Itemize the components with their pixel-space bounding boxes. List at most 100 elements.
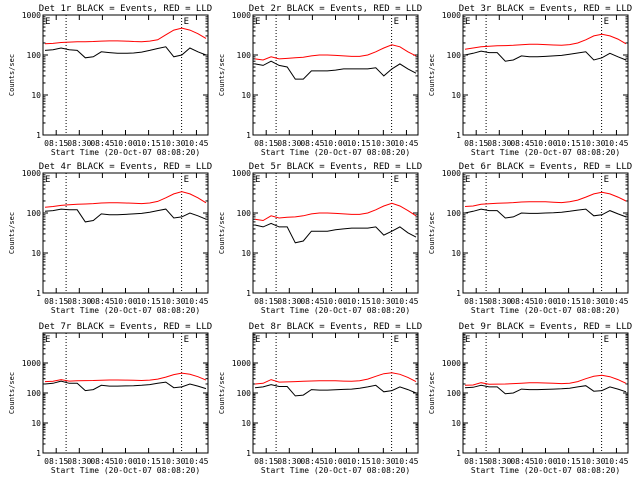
plot-frame bbox=[42, 332, 209, 454]
y-tick-label: 100 bbox=[27, 51, 42, 60]
x-axis-label: Start Time (20-Oct-07 08:08:20) bbox=[51, 466, 200, 475]
x-tick-label: 10:15 bbox=[557, 457, 581, 466]
lld-series-line bbox=[254, 44, 417, 61]
event-marker-label: E bbox=[604, 175, 609, 185]
x-tick-label: 08:30 bbox=[67, 457, 91, 466]
event-marker-label: E bbox=[394, 17, 399, 27]
x-tick-label: 08:15 bbox=[464, 457, 488, 466]
event-marker-label: E bbox=[184, 175, 189, 185]
x-tick-label: 10:30 bbox=[161, 139, 185, 148]
y-axis-label: Counts/sec bbox=[428, 372, 436, 414]
event-marker-label: E bbox=[465, 17, 470, 27]
x-tick-label: 10:45 bbox=[184, 139, 208, 148]
x-tick-label: 10:45 bbox=[394, 457, 418, 466]
event-marker-label: E bbox=[184, 335, 189, 345]
event-marker-label: E bbox=[465, 175, 470, 185]
lld-series-line bbox=[254, 372, 417, 385]
x-tick-label: 08:45 bbox=[300, 297, 324, 306]
chart-title: Det 6r BLACK = Events, RED = LLD bbox=[459, 162, 632, 172]
x-tick-label: 08:15 bbox=[464, 297, 488, 306]
chart-title: Det 2r BLACK = Events, RED = LLD bbox=[249, 4, 422, 14]
y-tick-label: 1000 bbox=[442, 11, 461, 20]
y-axis-label: Counts/sec bbox=[218, 54, 226, 96]
x-tick-label: 10:30 bbox=[581, 139, 605, 148]
x-tick-label: 10:15 bbox=[347, 457, 371, 466]
x-tick-label: 10:15 bbox=[137, 457, 161, 466]
y-tick-label: 1 bbox=[456, 289, 461, 298]
x-tick-label: 10:30 bbox=[371, 297, 395, 306]
lld-series-line bbox=[44, 27, 207, 45]
y-axis-label: Counts/sec bbox=[428, 212, 436, 254]
lld-series-line bbox=[254, 202, 417, 222]
x-tick-label: 08:15 bbox=[254, 457, 278, 466]
x-tick-label: 10:30 bbox=[161, 457, 185, 466]
events-series-line bbox=[464, 384, 627, 395]
y-tick-label: 10 bbox=[451, 419, 461, 428]
x-tick-label: 10:00 bbox=[113, 139, 137, 148]
x-tick-label: 08:30 bbox=[277, 457, 301, 466]
x-tick-label: 10:45 bbox=[184, 297, 208, 306]
y-tick-label: 10 bbox=[31, 419, 41, 428]
y-tick-label: 100 bbox=[237, 209, 252, 218]
x-tick-label: 10:15 bbox=[137, 297, 161, 306]
x-tick-label: 08:15 bbox=[254, 297, 278, 306]
y-tick-label: 1000 bbox=[442, 169, 461, 178]
events-series-line bbox=[254, 60, 417, 80]
y-tick-label: 10 bbox=[241, 91, 251, 100]
y-tick-label: 100 bbox=[447, 209, 462, 218]
x-tick-label: 08:45 bbox=[300, 139, 324, 148]
x-tick-label: 08:45 bbox=[300, 457, 324, 466]
x-axis-label: Start Time (20-Oct-07 08:08:20) bbox=[261, 148, 410, 157]
x-tick-label: 10:00 bbox=[533, 139, 557, 148]
x-tick-label: 08:45 bbox=[510, 297, 534, 306]
chart-title: Det 9r BLACK = Events, RED = LLD bbox=[459, 322, 632, 332]
x-tick-label: 10:30 bbox=[581, 297, 605, 306]
plot-frame bbox=[462, 172, 629, 294]
event-marker-label: E bbox=[255, 175, 260, 185]
event-marker-label: E bbox=[394, 335, 399, 345]
x-tick-label: 08:15 bbox=[44, 457, 68, 466]
chart-title: Det 4r BLACK = Events, RED = LLD bbox=[39, 162, 212, 172]
x-axis-label: Start Time (20-Oct-07 08:08:20) bbox=[471, 148, 620, 157]
x-tick-label: 08:45 bbox=[510, 139, 534, 148]
y-axis-label: Counts/sec bbox=[218, 212, 226, 254]
x-tick-label: 10:00 bbox=[533, 297, 557, 306]
x-tick-label: 10:30 bbox=[161, 297, 185, 306]
y-tick-label: 10 bbox=[451, 91, 461, 100]
event-marker-label: E bbox=[255, 335, 260, 345]
y-axis-label: Counts/sec bbox=[8, 372, 16, 414]
x-tick-label: 08:30 bbox=[487, 457, 511, 466]
x-tick-label: 08:30 bbox=[277, 297, 301, 306]
plot-frame bbox=[252, 172, 419, 294]
x-axis-label: Start Time (20-Oct-07 08:08:20) bbox=[471, 306, 620, 315]
x-tick-label: 10:30 bbox=[371, 139, 395, 148]
x-tick-label: 08:45 bbox=[90, 297, 114, 306]
x-axis-label: Start Time (20-Oct-07 08:08:20) bbox=[51, 306, 200, 315]
x-tick-label: 10:15 bbox=[137, 139, 161, 148]
x-tick-label: 10:45 bbox=[604, 457, 628, 466]
y-tick-label: 1 bbox=[456, 449, 461, 458]
event-marker-label: E bbox=[394, 175, 399, 185]
events-series-line bbox=[464, 50, 627, 62]
x-tick-label: 08:30 bbox=[67, 297, 91, 306]
x-tick-label: 10:30 bbox=[581, 457, 605, 466]
x-tick-label: 10:00 bbox=[323, 457, 347, 466]
y-tick-label: 1 bbox=[36, 131, 41, 140]
x-tick-label: 10:45 bbox=[394, 297, 418, 306]
chart-title: Det 3r BLACK = Events, RED = LLD bbox=[459, 4, 632, 14]
chart-title: Det 7r BLACK = Events, RED = LLD bbox=[39, 322, 212, 332]
event-marker-label: E bbox=[604, 17, 609, 27]
event-marker-label: E bbox=[604, 335, 609, 345]
y-axis-label: Counts/sec bbox=[8, 212, 16, 254]
x-tick-label: 08:45 bbox=[90, 457, 114, 466]
x-tick-label: 10:15 bbox=[557, 139, 581, 148]
x-tick-label: 10:30 bbox=[371, 457, 395, 466]
lld-series-line bbox=[44, 372, 207, 383]
event-marker-label: E bbox=[184, 17, 189, 27]
y-tick-label: 10 bbox=[241, 419, 251, 428]
chart-panel-3: Det 3r BLACK = Events, RED = LLD 1 10 100 10… bbox=[428, 4, 632, 157]
x-tick-label: 10:45 bbox=[604, 139, 628, 148]
x-tick-label: 08:15 bbox=[44, 297, 68, 306]
events-series-line bbox=[254, 222, 417, 244]
